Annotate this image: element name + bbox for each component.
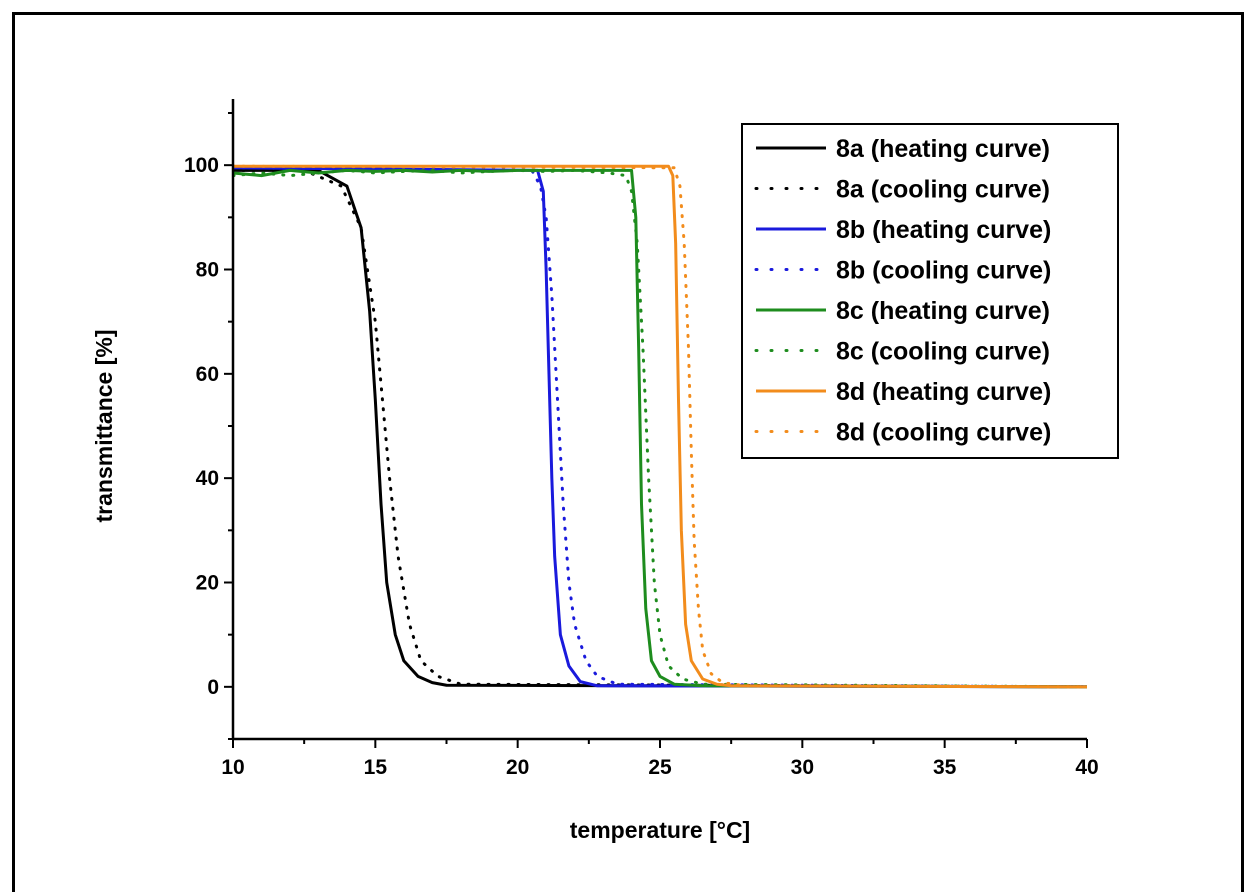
legend: 8a (heating curve) 8a (cooling curve) 8b (… [741,123,1119,459]
figure-frame [12,12,1244,892]
legend-label-2: 8a (cooling curve) [836,176,1050,204]
series-layer [233,164,1087,689]
y-tick-label: 0 [207,676,219,699]
x-tick-label: 40 [1075,756,1098,779]
y-axis-title: transmittance [%] [91,330,117,523]
x-tick-label: 35 [933,756,957,779]
y-tick-label: 40 [196,467,219,490]
y-tick-label: 60 [196,363,219,386]
series-line-3 [233,166,1087,689]
y-tick-label: 20 [196,572,219,595]
x-axis-title: temperature [°C] [570,817,750,843]
legend-label-4: 8b (cooling curve) [836,257,1051,285]
y-tick-label: 100 [184,154,219,177]
legend-label-6: 8c (cooling curve) [836,338,1050,366]
legend-label-1: 8a (heating curve) [836,135,1050,163]
x-tick-label: 10 [221,756,244,779]
series-line-6 [233,168,1087,689]
x-tick-label: 25 [648,756,672,779]
legend-label-7: 8d (heating curve) [836,378,1051,406]
legend-label-8: 8d (cooling curve) [836,419,1051,447]
legend-label-5: 8c (heating curve) [836,297,1050,325]
y-tick-label: 80 [196,259,219,282]
legend-box [741,123,1119,459]
x-tick-label: 30 [791,756,814,779]
series-line-2 [233,168,1087,689]
series-line-8 [233,164,1087,689]
legend-label-3: 8b (heating curve) [836,216,1051,244]
x-tick-label: 15 [364,756,388,779]
x-tick-label: 20 [506,756,529,779]
series-line-1 [233,168,1087,689]
axes: 10 15 20 25 30 35 40 0 20 40 60 80 100 temperature [°… [91,99,1099,843]
series-line-7 [233,164,1087,689]
